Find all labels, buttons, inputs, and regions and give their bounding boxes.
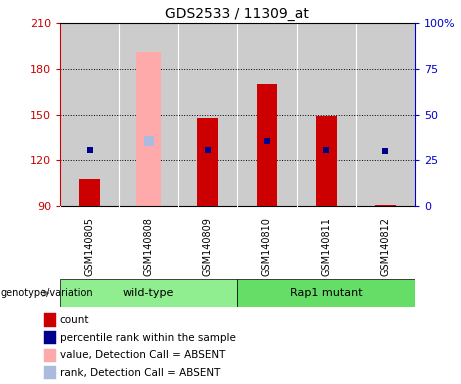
Text: wild-type: wild-type — [123, 288, 174, 298]
Text: GSM140810: GSM140810 — [262, 217, 272, 276]
Text: GSM140805: GSM140805 — [84, 217, 95, 276]
Bar — [44, 366, 56, 379]
Text: value, Detection Call = ABSENT: value, Detection Call = ABSENT — [59, 350, 225, 360]
Text: percentile rank within the sample: percentile rank within the sample — [59, 333, 236, 343]
Bar — [316, 116, 337, 206]
Title: GDS2533 / 11309_at: GDS2533 / 11309_at — [165, 7, 309, 21]
Bar — [44, 331, 56, 344]
Bar — [44, 349, 56, 362]
Text: genotype/variation: genotype/variation — [0, 288, 93, 298]
Text: Rap1 mutant: Rap1 mutant — [290, 288, 362, 298]
Text: rank, Detection Call = ABSENT: rank, Detection Call = ABSENT — [59, 368, 220, 378]
Text: GSM140812: GSM140812 — [380, 217, 390, 276]
Bar — [79, 179, 100, 206]
Bar — [60, 280, 237, 307]
Bar — [197, 118, 218, 206]
Text: GSM140809: GSM140809 — [203, 217, 213, 276]
Text: GSM140808: GSM140808 — [144, 217, 154, 276]
Bar — [136, 52, 161, 206]
Bar — [44, 313, 56, 327]
Bar — [257, 84, 278, 206]
Text: GSM140811: GSM140811 — [321, 217, 331, 276]
Bar — [375, 205, 396, 206]
Text: count: count — [59, 315, 89, 325]
Bar — [237, 280, 415, 307]
